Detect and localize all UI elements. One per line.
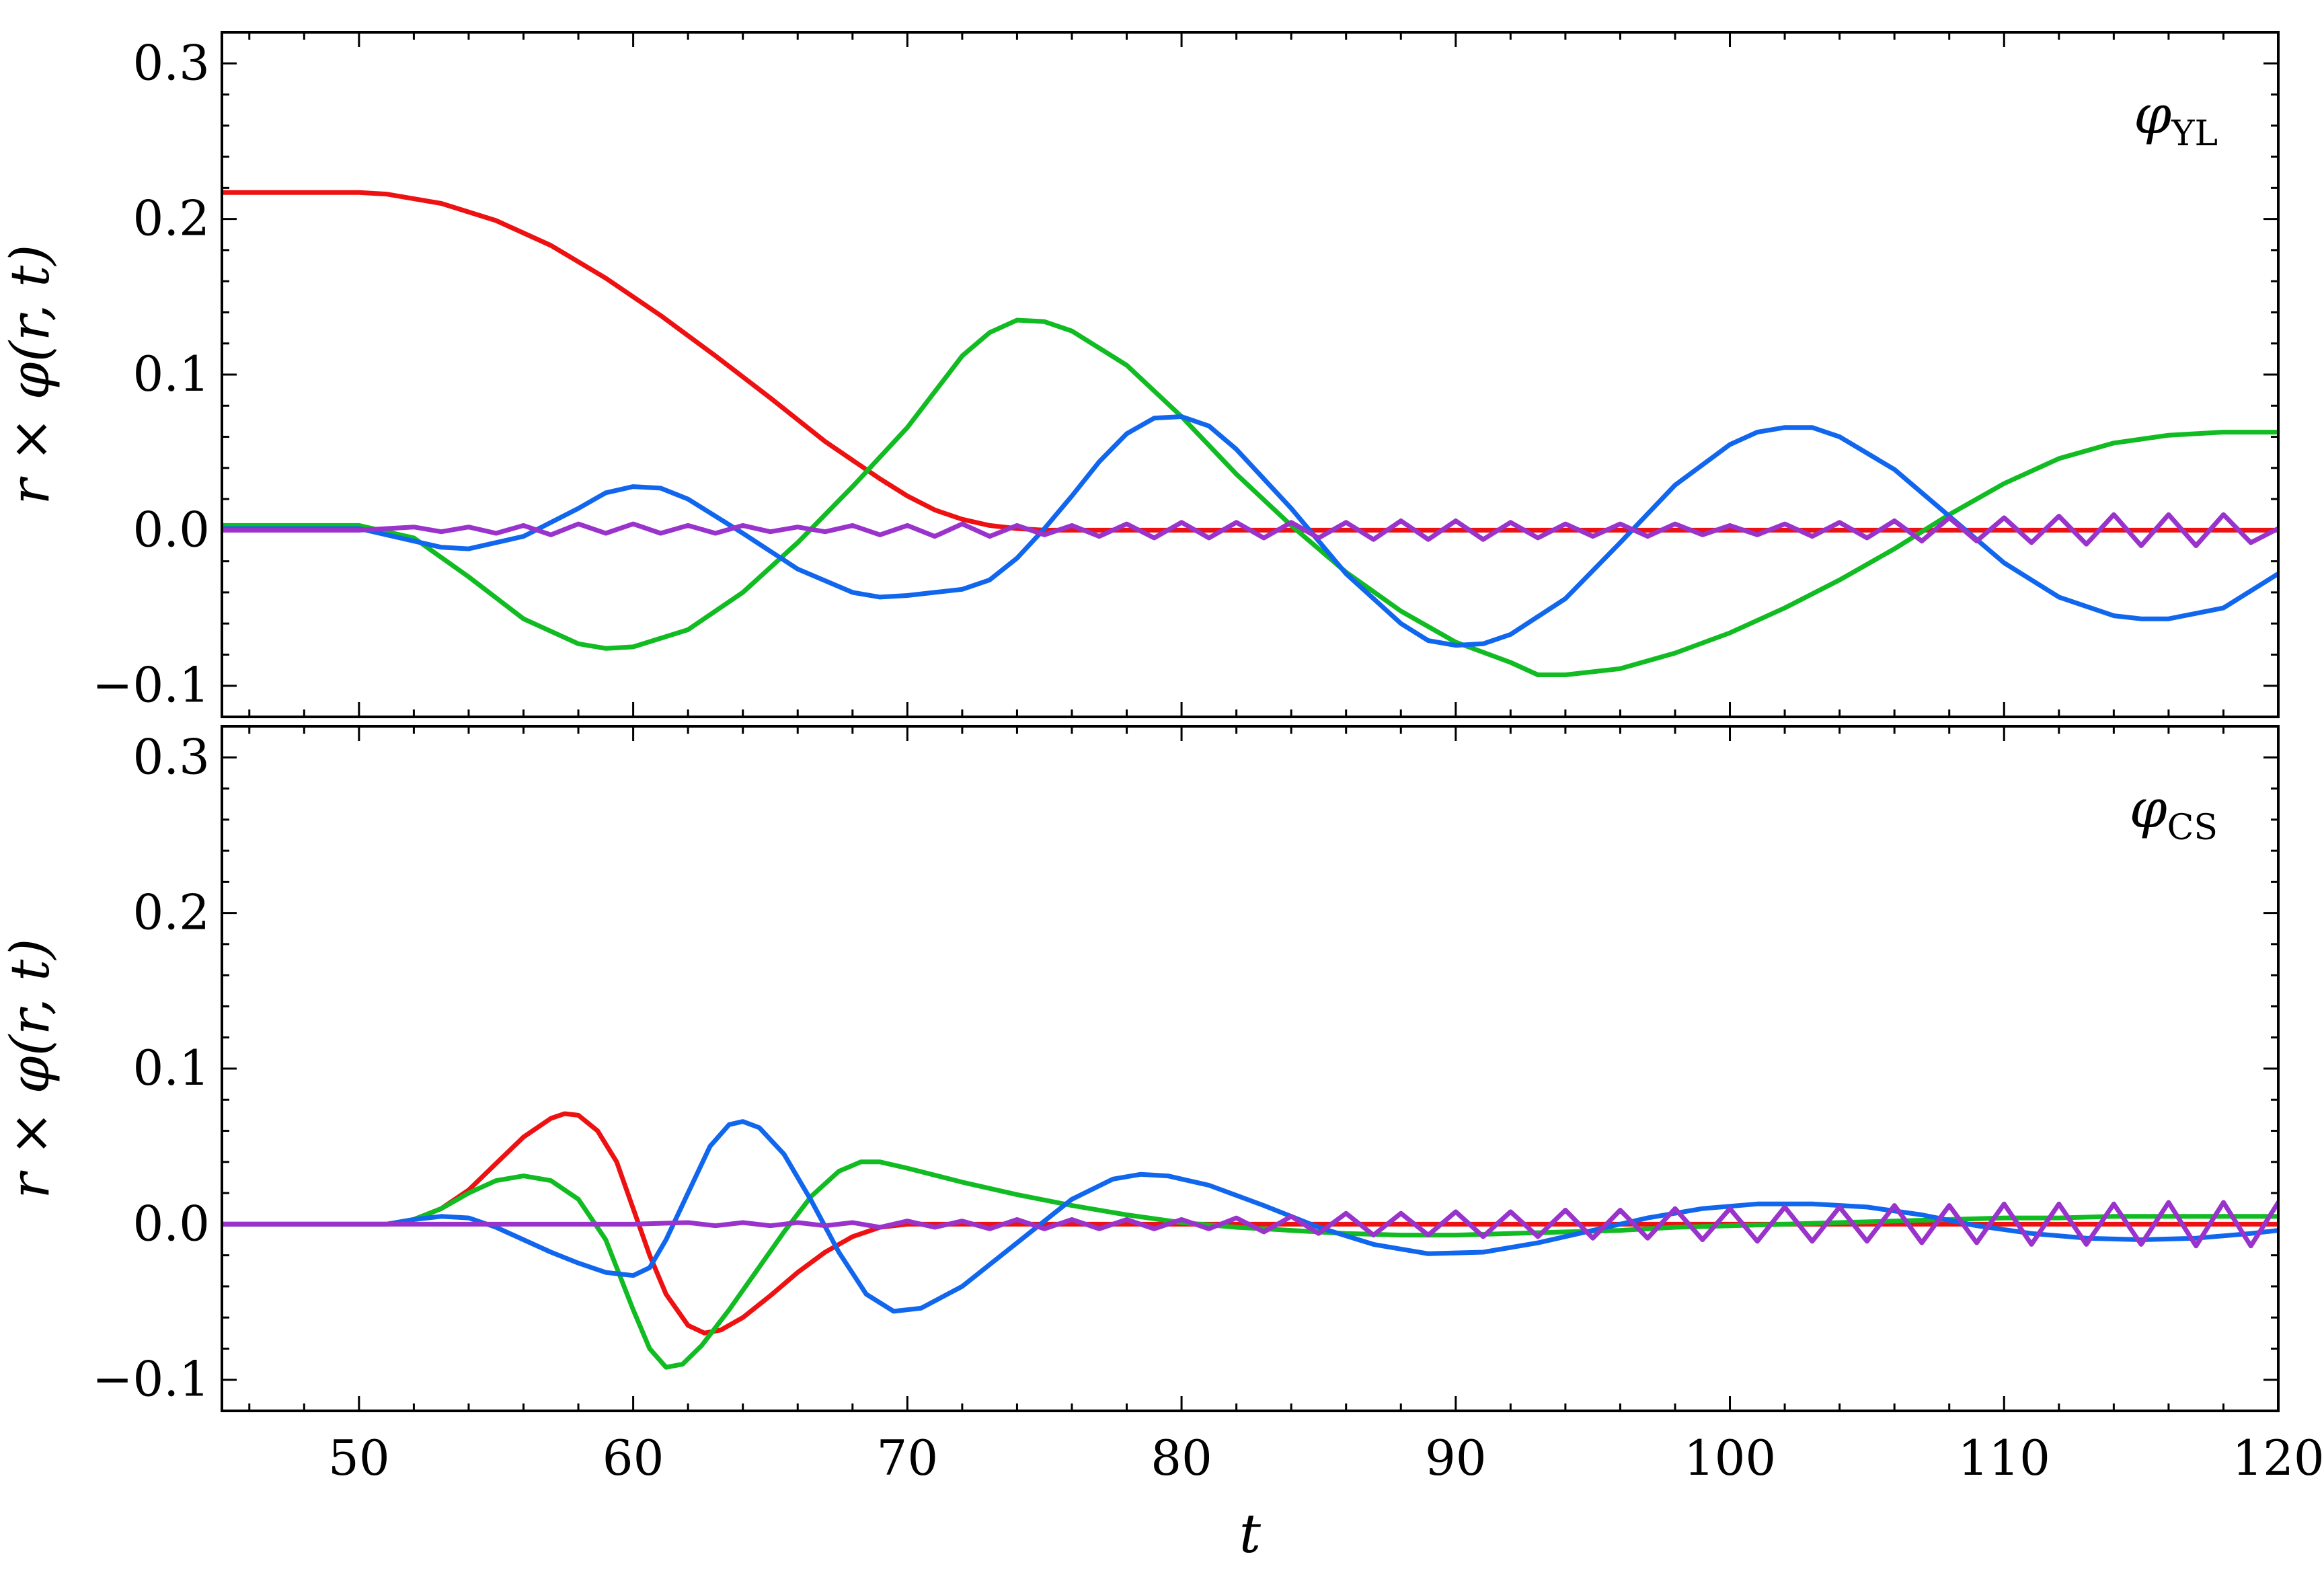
panel-bottom: 50 60 70 80 90 100 110 120 −0.1 0.0 0.1 0.2 0.3 φCS r …	[0, 725, 2324, 1565]
y-tick-label: 0.1	[132, 1040, 210, 1096]
y-tick-label: −0.1	[92, 657, 210, 714]
x-tick-label: 60	[603, 1430, 664, 1486]
y-axis-label: r × φ(r, t)	[0, 938, 61, 1198]
y-tick-label: 0.0	[132, 501, 210, 557]
panel-label: φCS	[2130, 777, 2218, 848]
x-tick-label: 120	[2232, 1430, 2324, 1486]
y-tick-label: 0.3	[132, 728, 210, 785]
series-line-2	[222, 1119, 2278, 1314]
panel-label: φYL	[2134, 83, 2218, 154]
x-tick-label: 100	[1684, 1430, 1776, 1486]
x-tick-label: 50	[328, 1430, 390, 1486]
plot-frame	[221, 725, 2280, 1412]
y-axis-label: r × φ(r, t)	[0, 244, 61, 504]
panel-top: −0.1 0.0 0.1 0.2 0.3 φYL r × φ(r, t)	[0, 31, 2280, 718]
y-tick-label: −0.1	[92, 1351, 210, 1408]
plot-frame	[221, 31, 2280, 718]
x-axis-label: t	[1239, 1502, 1262, 1565]
series-group	[222, 190, 2278, 677]
y-tick-label: 0.2	[132, 190, 210, 247]
y-tick-label: 0.3	[132, 34, 210, 91]
x-tick-label: 90	[1425, 1430, 1487, 1486]
series-line-2	[222, 414, 2278, 648]
series-line-3	[222, 512, 2278, 548]
y-tick-label: 0.0	[132, 1195, 210, 1251]
series-line-0	[222, 190, 2278, 533]
y-tick-label: 0.1	[132, 346, 210, 402]
y-tick-label: 0.2	[132, 884, 210, 941]
series-line-1	[222, 317, 2278, 677]
series-line-3	[222, 1200, 2278, 1249]
series-line-1	[222, 1159, 2278, 1370]
x-tick-label: 110	[1958, 1430, 2050, 1486]
x-tick-label: 70	[877, 1430, 939, 1486]
series-group	[222, 1111, 2278, 1370]
series-line-0	[222, 1111, 2278, 1336]
x-tick-label: 80	[1151, 1430, 1212, 1486]
